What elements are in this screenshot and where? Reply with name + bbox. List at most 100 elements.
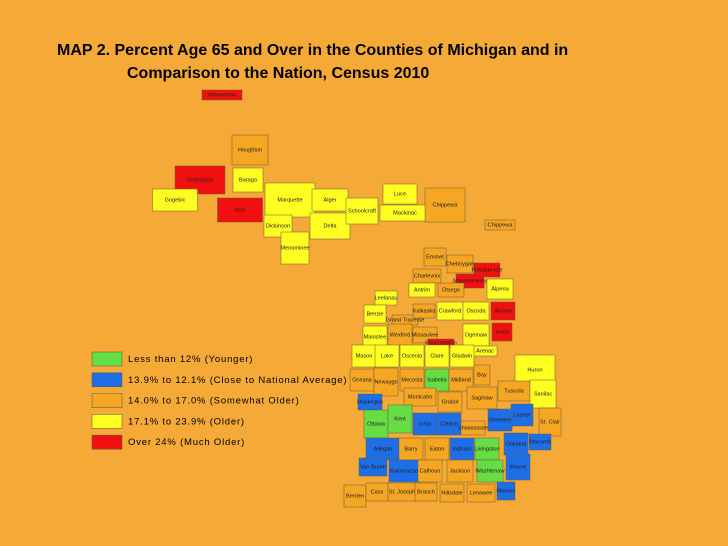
county-label: Crawford — [439, 308, 462, 314]
county — [487, 408, 513, 432]
county — [345, 197, 379, 225]
county-label: Ottawa — [367, 421, 386, 427]
county — [528, 433, 552, 451]
county-label: Iosco — [495, 329, 508, 335]
county-label: Cass — [371, 489, 384, 495]
county — [446, 459, 474, 483]
county — [374, 344, 400, 368]
county-label: Menominee — [280, 245, 309, 251]
county-label: Presque Isle — [471, 267, 502, 273]
county-label: St. Joseph — [389, 489, 415, 495]
county-label: Kalkaska — [413, 308, 437, 314]
county-label: Allegan — [374, 446, 393, 452]
county-label: Emmet — [426, 254, 444, 260]
county-label: Oakland — [506, 441, 527, 447]
county-label: Saginaw — [471, 395, 493, 401]
county-label: Marquette — [277, 197, 302, 203]
county-label: Bay — [477, 372, 487, 378]
legend: Less than 12% (Younger) 13.9% to 12.1% (C… — [91, 351, 347, 450]
county-label: Delta — [323, 223, 337, 229]
county — [484, 219, 516, 231]
county-label: Barry — [404, 446, 418, 452]
county-label: Gogebic — [165, 197, 186, 203]
county-label: Berrien — [346, 493, 364, 499]
county — [358, 457, 388, 477]
county-label: Wayne — [509, 464, 526, 470]
county — [408, 282, 436, 298]
county-label: Mackinac — [393, 210, 417, 216]
county — [466, 483, 496, 503]
county — [412, 303, 436, 319]
county — [491, 322, 513, 342]
legend-swatch — [91, 393, 123, 408]
county-label: Gladwin — [452, 353, 472, 359]
county-label: Keweenaw — [208, 92, 236, 98]
county-label: Huron — [527, 367, 542, 373]
legend-label: Over 24% (Much Older) — [128, 437, 245, 448]
county-label: Gratiot — [442, 399, 459, 405]
county-label: Antrim — [414, 287, 431, 293]
county-label: Kent — [394, 416, 406, 422]
county-label: Iron — [235, 207, 245, 213]
legend-swatch — [91, 434, 123, 450]
county-label: Newaygo — [374, 379, 397, 385]
county — [231, 134, 269, 166]
county-label: Hillsdale — [441, 490, 462, 496]
legend-swatch — [91, 414, 123, 429]
county-label: Oceana — [352, 377, 372, 383]
county — [437, 282, 465, 298]
county-label: Washtenaw — [475, 468, 505, 474]
county-label: Alcona — [494, 308, 512, 314]
legend-label: 17.1% to 23.9% (Older) — [128, 416, 245, 427]
county-label: Calhoun — [420, 468, 441, 474]
county-label: Manistee — [364, 334, 387, 340]
county-label: Eaton — [430, 446, 445, 452]
county — [446, 254, 474, 274]
title-line: MAP 2. Percent Age 65 and Over in the Co… — [57, 42, 568, 59]
county-label: Tuscola — [504, 388, 524, 394]
legend-swatch — [91, 372, 123, 388]
county — [424, 344, 450, 368]
county — [439, 483, 465, 503]
county-label: Luce — [394, 191, 406, 197]
county-label: Montcalm — [408, 394, 433, 400]
county-label: Muskegon — [357, 399, 383, 405]
county-label: Leelanau — [374, 295, 397, 301]
county-label: Grand Traverse — [386, 317, 425, 323]
county-label: Clare — [430, 353, 443, 359]
county — [486, 278, 514, 300]
county — [423, 247, 447, 267]
county — [473, 262, 501, 278]
county-label: Van Buren — [360, 464, 386, 470]
county — [264, 182, 316, 218]
county-label: Macomb — [529, 439, 550, 445]
county-label: Lapeer — [513, 412, 531, 418]
county-label: Monroe — [497, 488, 516, 494]
legend-label: Less than 12% (Younger) — [128, 354, 253, 365]
title-line: Comparison to the Nation, Census 2010 — [127, 65, 429, 82]
county-label: Genesee — [489, 417, 512, 423]
county — [476, 459, 504, 483]
county-label: Wexford — [390, 332, 411, 338]
county-label: Midland — [451, 377, 471, 383]
county-label: Dickinson — [266, 223, 290, 229]
county-label: Benzie — [366, 311, 383, 317]
county-label: Sanilac — [534, 391, 553, 397]
county-label: Isabella — [427, 377, 447, 383]
county-label: Clinton — [440, 421, 457, 427]
county-label: Missaukee — [412, 332, 439, 338]
county — [382, 183, 418, 205]
county — [437, 391, 463, 413]
county — [232, 167, 264, 193]
county — [473, 364, 491, 386]
county-label: Alpena — [491, 286, 509, 292]
county-label: Arenac — [476, 348, 494, 354]
county — [363, 409, 389, 439]
county-label: Montmorency — [453, 278, 487, 284]
county-label: Jackson — [450, 468, 471, 474]
county — [363, 304, 387, 324]
county-label: Mason — [356, 353, 373, 359]
county-label: Ogemaw — [465, 332, 488, 338]
county-label: Chippewa — [433, 202, 459, 208]
